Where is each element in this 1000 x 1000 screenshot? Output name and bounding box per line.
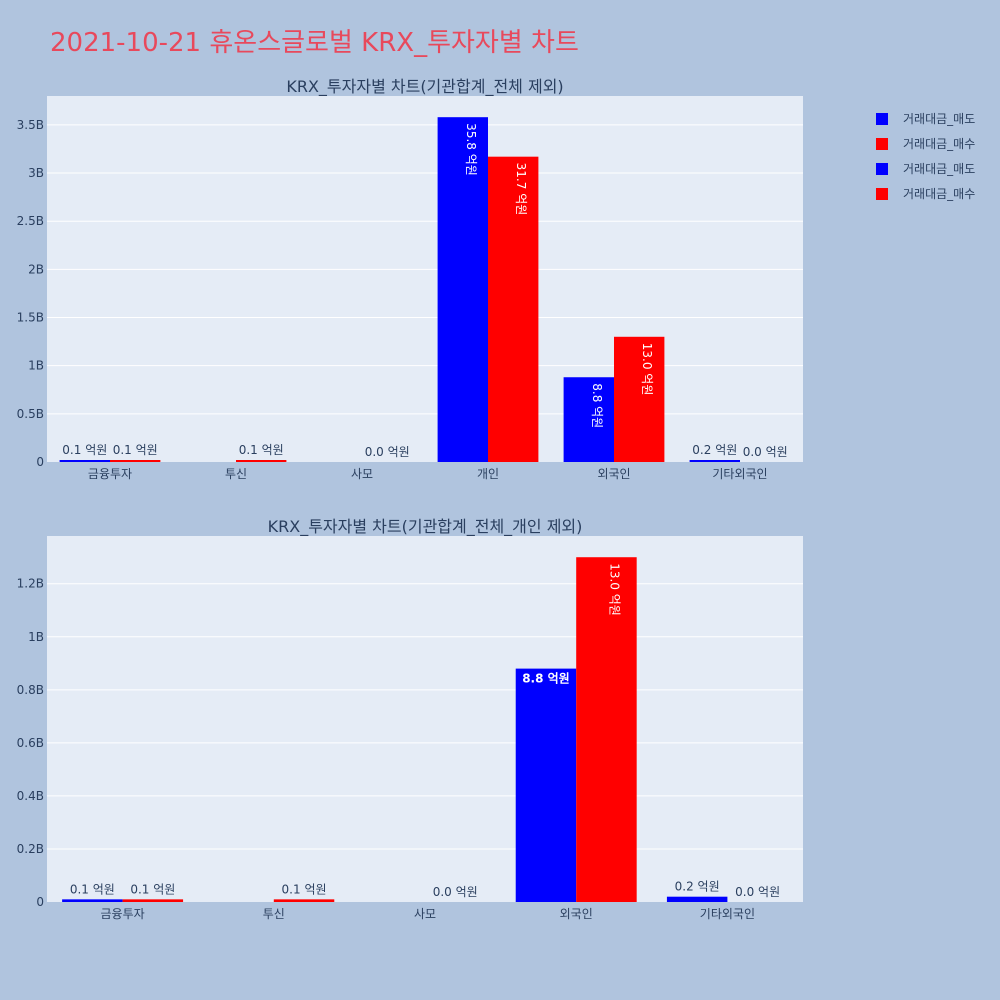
legend-label: 거래대금_매수 <box>903 137 976 151</box>
bar[interactable] <box>59 460 110 462</box>
legend: 거래대금_매도 거래대금_매수 거래대금_매도 거래대금_매수 <box>876 106 975 206</box>
y-tick-label: 0.5B <box>17 407 44 421</box>
data-label: 35.8 억원 <box>464 123 478 176</box>
legend-swatch <box>876 187 888 200</box>
data-label: 0.1 억원 <box>113 443 158 457</box>
plot-background <box>47 536 803 902</box>
bar[interactable] <box>563 377 614 462</box>
y-tick-label: 1.2B <box>17 577 44 591</box>
chart-title: KRX_투자자별 차트(기관합계_전체 제외) <box>286 77 563 97</box>
legend-item[interactable]: 거래대금_매수 <box>876 181 975 206</box>
x-tick-label: 외국인 <box>597 467 630 481</box>
y-tick-label: 0.8B <box>17 683 44 697</box>
x-tick-label: 개인 <box>477 467 499 481</box>
data-label: 0.1 억원 <box>130 882 175 896</box>
y-tick-label: 2B <box>28 262 44 276</box>
bar[interactable] <box>576 557 637 902</box>
data-label: 13.0 억원 <box>640 343 654 396</box>
x-tick-label: 기타외국인 <box>700 907 755 921</box>
data-label: 0.0 억원 <box>433 885 478 899</box>
bar[interactable] <box>62 899 123 902</box>
y-tick-label: 0.4B <box>17 789 44 803</box>
y-tick-label: 1.5B <box>17 311 44 325</box>
bar[interactable] <box>122 899 184 902</box>
data-label: 0.1 억원 <box>282 882 327 896</box>
data-label: 0.2 억원 <box>692 443 737 457</box>
x-tick-label: 투신 <box>263 907 285 921</box>
bar[interactable] <box>689 460 740 462</box>
bar[interactable] <box>515 668 577 902</box>
legend-item[interactable]: 거래대금_매도 <box>876 156 975 181</box>
page-title: 2021-10-21 휴온스글로벌 KRX_투자자별 차트 <box>50 28 579 58</box>
legend-label: 거래대금_매도 <box>903 112 976 126</box>
y-tick-label: 2.5B <box>17 214 44 228</box>
y-tick-label: 3B <box>28 166 44 180</box>
data-label: 0.0 억원 <box>365 445 410 459</box>
data-label: 8.8 억원 <box>590 383 604 428</box>
chart-investor-all: KRX_투자자별 차트(기관합계_전체 제외) 0 0.5B 1B 1.5B 2B 2.5B… <box>17 77 803 481</box>
bar[interactable] <box>666 896 728 902</box>
legend-label: 거래대금_매수 <box>903 187 976 201</box>
legend-item[interactable]: 거래대금_매도 <box>876 106 975 131</box>
plot-area <box>47 536 803 902</box>
data-label: 0.1 억원 <box>70 882 115 896</box>
y-tick-label: 1B <box>28 630 44 644</box>
y-tick-label: 0 <box>36 895 44 909</box>
bar[interactable] <box>273 899 335 902</box>
x-tick-label: 사모 <box>351 467 373 481</box>
y-tick-label: 0.2B <box>17 842 44 856</box>
y-tick-label: 0 <box>36 455 44 469</box>
y-tick-label: 3.5B <box>17 118 44 132</box>
x-tick-label: 외국인 <box>560 907 593 921</box>
data-label: 8.8 억원 <box>522 672 570 686</box>
legend-label: 거래대금_매도 <box>903 162 976 176</box>
x-tick-label: 사모 <box>414 907 436 921</box>
data-label: 0.1 억원 <box>239 443 284 457</box>
bar[interactable] <box>488 156 539 462</box>
bar[interactable] <box>437 117 488 463</box>
bar[interactable] <box>110 460 161 462</box>
x-tick-label: 기타외국인 <box>712 467 767 481</box>
data-label: 0.2 억원 <box>675 880 720 894</box>
chart-investor-excl-individual: KRX_투자자별 차트(기관합계_전체_개인 제외) 0 0.2B 0.4B 0.6B 0… <box>17 517 803 921</box>
x-tick-label: 투신 <box>225 467 247 481</box>
legend-swatch <box>876 162 888 175</box>
data-label: 0.0 억원 <box>743 445 788 459</box>
bar[interactable] <box>614 336 665 462</box>
legend-item[interactable]: 거래대금_매수 <box>876 131 975 156</box>
legend-swatch <box>876 137 888 150</box>
data-label: 13.0 억원 <box>607 563 621 616</box>
x-tick-label: 금융투자 <box>88 467 132 481</box>
bar[interactable] <box>236 460 287 462</box>
data-label: 31.7 억원 <box>514 163 528 216</box>
data-label: 0.1 억원 <box>62 443 107 457</box>
x-tick-label: 금융투자 <box>101 907 145 921</box>
y-tick-label: 1B <box>28 359 44 373</box>
data-label: 0.0 억원 <box>735 885 780 899</box>
legend-swatch <box>876 112 888 125</box>
plot-background <box>47 96 803 462</box>
plot-area <box>47 96 803 463</box>
chart-title: KRX_투자자별 차트(기관합계_전체_개인 제외) <box>268 517 583 537</box>
y-tick-label: 0.6B <box>17 736 44 750</box>
